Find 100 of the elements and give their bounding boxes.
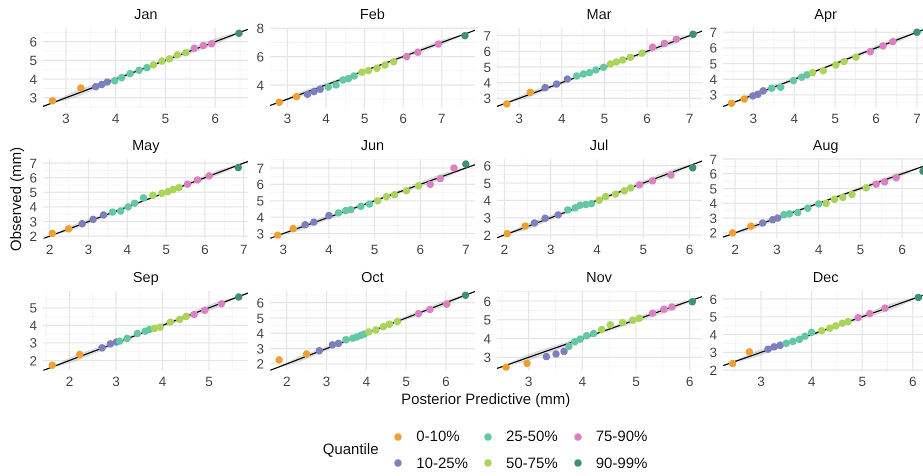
point xyxy=(746,348,754,356)
y-tick-label: 5 xyxy=(710,56,718,72)
y-tick-label: 3 xyxy=(710,88,718,103)
y-tick-label: 3 xyxy=(482,350,490,365)
point xyxy=(526,88,534,96)
point xyxy=(275,98,283,106)
y-tick-label: 4 xyxy=(710,72,718,88)
point xyxy=(881,304,889,312)
x-tick-label: 2 xyxy=(282,374,290,389)
point xyxy=(754,90,762,98)
point xyxy=(582,332,590,340)
point xyxy=(310,88,318,96)
point xyxy=(206,172,214,180)
point xyxy=(866,48,874,56)
legend-title: Quantile xyxy=(322,440,379,458)
point xyxy=(170,186,178,194)
point xyxy=(862,184,870,192)
point xyxy=(576,335,584,342)
point xyxy=(334,339,342,347)
chart-title: Jul xyxy=(590,138,608,154)
y-tick-label: 5 xyxy=(482,176,490,192)
x-tick-label: 6 xyxy=(898,242,906,258)
x-tick-label: 5 xyxy=(600,111,608,126)
y-tick-label: 3 xyxy=(30,90,38,106)
point xyxy=(648,44,656,51)
point xyxy=(234,164,242,172)
legend-label: 0-10% xyxy=(416,428,460,446)
point xyxy=(208,40,216,48)
x-tick-label: 6 xyxy=(442,374,450,389)
point xyxy=(166,318,174,326)
chart-title: Aug xyxy=(812,138,838,154)
point xyxy=(872,180,880,188)
y-tick-label: 5 xyxy=(256,194,264,209)
x-tick-label: 3 xyxy=(750,111,758,126)
x-tick-label: 3 xyxy=(284,111,292,126)
y-tick-label: 5 xyxy=(482,312,490,328)
y-tick-label: 7 xyxy=(30,156,38,172)
x-tick-label: 6 xyxy=(212,111,220,126)
point xyxy=(158,190,166,198)
point xyxy=(840,58,848,66)
point xyxy=(848,191,856,198)
point xyxy=(126,70,134,78)
y-tick-label: 4 xyxy=(30,72,38,87)
y-tick-label: 3 xyxy=(30,214,38,230)
point xyxy=(366,200,374,208)
point xyxy=(764,345,772,352)
point xyxy=(648,309,656,316)
x-tick-label: 2 xyxy=(66,374,74,389)
point xyxy=(759,87,767,95)
point xyxy=(595,196,602,204)
point xyxy=(374,197,382,205)
point xyxy=(118,74,126,82)
chart-title: Jan xyxy=(134,7,158,23)
point xyxy=(564,206,571,214)
point xyxy=(462,160,470,168)
y-tick-label: 2 xyxy=(30,229,38,244)
point xyxy=(570,338,578,346)
y-tick-label: 6 xyxy=(482,44,490,60)
y-tick-label: 3 xyxy=(482,210,490,226)
point xyxy=(822,200,830,208)
point xyxy=(104,78,112,86)
y-tick-label: 6 xyxy=(30,34,38,50)
point xyxy=(304,90,312,98)
y-tick-label: 5 xyxy=(30,185,38,200)
point xyxy=(729,359,736,367)
x-tick-label: 4 xyxy=(322,111,330,126)
point xyxy=(786,210,794,218)
x-tick-label: 4 xyxy=(325,242,334,258)
y-axis-title: Observed (mm) xyxy=(8,146,25,252)
point xyxy=(194,176,202,184)
x-tick-label: 4 xyxy=(159,374,168,389)
point xyxy=(124,204,132,211)
point xyxy=(131,200,139,208)
point xyxy=(628,316,636,324)
legend-label: 90-99% xyxy=(596,454,648,472)
point xyxy=(648,177,656,185)
x-tick-label: 5 xyxy=(205,374,214,389)
point xyxy=(436,175,444,183)
point xyxy=(832,322,840,330)
point xyxy=(809,68,816,76)
point xyxy=(442,300,450,308)
x-tick-label: 4 xyxy=(124,242,132,258)
point xyxy=(373,64,381,72)
point xyxy=(274,232,282,239)
point xyxy=(324,84,332,91)
point xyxy=(612,58,620,66)
point xyxy=(796,335,804,343)
x-tick-label: 7 xyxy=(462,242,470,258)
y-tick-label: 6 xyxy=(30,170,38,186)
x-tick-label: 4 xyxy=(814,242,823,258)
point xyxy=(450,164,458,172)
point xyxy=(892,174,900,182)
point xyxy=(100,212,108,219)
point xyxy=(804,204,812,212)
y-tick-label: 4 xyxy=(256,78,264,93)
point xyxy=(462,291,470,299)
point xyxy=(564,342,572,350)
x-tick-label: 6 xyxy=(872,111,880,126)
point xyxy=(364,66,372,74)
point xyxy=(236,30,244,37)
